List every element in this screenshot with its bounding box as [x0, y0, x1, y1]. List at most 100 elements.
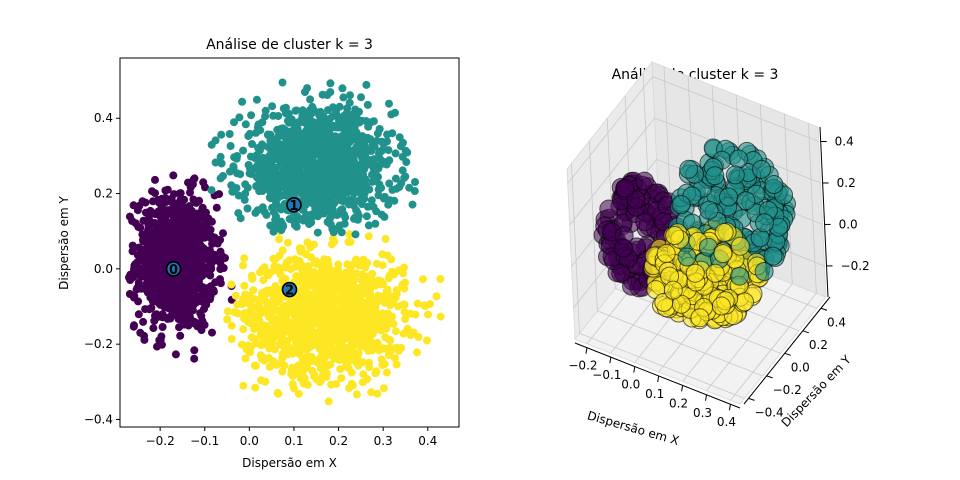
data-point-cluster-2	[312, 260, 321, 269]
data-point-cluster-1	[262, 210, 271, 219]
data-point-cluster-1	[311, 209, 320, 218]
data-point-cluster-1	[346, 91, 354, 100]
data-point-cluster-2	[354, 299, 363, 308]
data-point-cluster-2	[227, 335, 236, 343]
data-point-cluster-0	[162, 198, 170, 206]
data-point-cluster-0	[193, 278, 202, 287]
data-point-cluster-2	[367, 388, 376, 397]
data-point-cluster-1	[319, 154, 328, 163]
data-point-cluster-0	[155, 231, 164, 240]
data-point-cluster-2	[322, 315, 331, 324]
data-point-cluster-1	[247, 111, 256, 120]
data-point-cluster-0	[197, 242, 206, 251]
data-point-cluster-1	[228, 182, 237, 191]
data-point-cluster-2	[366, 297, 375, 306]
scatter-points-2d	[125, 78, 445, 406]
data-point-cluster-1	[277, 217, 285, 226]
y-tick-label-3d: 0.0	[791, 360, 810, 374]
data-point-cluster-2	[399, 329, 408, 338]
data-point-cluster-1	[260, 184, 269, 192]
data-point-cluster-1	[301, 142, 310, 151]
x-tick-label-3d: 0.3	[693, 406, 712, 420]
z-ticks-3d: −0.2 0.0 0.2 0.4	[820, 135, 870, 273]
data-point-cluster-1	[369, 117, 378, 126]
data-point-cluster-0	[151, 175, 159, 184]
data-point-cluster-1	[319, 131, 328, 140]
data-point-cluster-1	[244, 161, 253, 169]
data-point-cluster-2	[269, 254, 278, 263]
data-point-cluster-1	[251, 128, 260, 137]
z-tick-label-3d: 0.0	[839, 217, 858, 231]
data-point-cluster-2	[283, 238, 292, 247]
data-point-cluster-2	[245, 292, 254, 300]
data-point-cluster-2	[308, 367, 317, 375]
data-point-cluster-2	[313, 357, 322, 366]
data-point-cluster-0	[189, 300, 198, 309]
x-tick-label-3d: 0.2	[669, 396, 688, 410]
data-point-cluster-2	[350, 289, 359, 298]
data-point-3d-cluster-1	[671, 195, 691, 215]
data-point-cluster-2	[271, 328, 280, 337]
data-point-cluster-1	[306, 95, 315, 104]
data-point-cluster-1	[301, 88, 309, 96]
data-point-cluster-2	[392, 360, 401, 369]
data-point-cluster-1	[377, 210, 386, 219]
data-point-cluster-2	[299, 322, 308, 331]
data-point-cluster-2	[322, 326, 331, 335]
data-point-cluster-1	[344, 179, 353, 188]
data-point-3d-cluster-1	[752, 159, 771, 179]
data-point-cluster-2	[281, 274, 290, 283]
x-axis-label-left: Dispersão em X	[242, 456, 337, 470]
data-point-cluster-1	[379, 194, 388, 203]
data-point-cluster-2	[418, 275, 427, 284]
data-point-cluster-2	[397, 343, 406, 352]
data-point-cluster-1	[317, 185, 326, 194]
data-point-cluster-2	[376, 279, 385, 288]
data-point-cluster-2	[371, 369, 380, 378]
data-point-cluster-1	[239, 146, 248, 155]
data-point-cluster-0	[139, 236, 147, 244]
data-point-cluster-0	[148, 187, 156, 196]
y-ticks-left: −0.4 −0.2 0.0 0.2 0.4	[84, 111, 120, 426]
data-point-cluster-1	[374, 185, 383, 194]
data-point-3d-cluster-2	[705, 263, 725, 283]
data-point-cluster-2	[330, 346, 339, 355]
data-point-cluster-0	[165, 313, 174, 322]
data-point-cluster-2	[295, 244, 304, 253]
data-point-cluster-2	[285, 256, 294, 265]
y-tick-mark-3d	[748, 397, 755, 401]
data-point-cluster-0	[197, 292, 205, 301]
x-tick-label: 0.1	[284, 434, 303, 448]
data-point-cluster-0	[179, 318, 188, 327]
data-point-cluster-1	[351, 160, 360, 169]
data-point-cluster-2	[304, 275, 313, 284]
data-point-cluster-0	[190, 354, 199, 363]
data-point-cluster-2	[323, 289, 332, 298]
data-point-cluster-1	[378, 146, 387, 155]
data-point-cluster-0	[216, 235, 225, 244]
data-point-cluster-2	[295, 296, 304, 305]
data-point-cluster-1	[233, 152, 242, 160]
data-point-cluster-0	[190, 257, 199, 266]
data-point-cluster-1	[309, 183, 318, 192]
data-point-cluster-2	[241, 354, 250, 363]
data-point-cluster-2	[237, 340, 246, 349]
data-point-cluster-1	[324, 163, 332, 172]
data-point-cluster-2	[255, 295, 264, 304]
data-point-cluster-0	[182, 278, 191, 287]
data-point-cluster-0	[156, 300, 165, 309]
data-point-cluster-2	[347, 347, 356, 356]
data-point-cluster-1	[251, 208, 260, 217]
data-point-cluster-2	[246, 306, 255, 315]
data-point-cluster-2	[359, 370, 368, 379]
data-point-cluster-2	[259, 276, 268, 285]
data-point-cluster-1	[305, 165, 314, 174]
data-point-cluster-0	[201, 183, 209, 192]
data-point-cluster-1	[219, 172, 227, 180]
data-point-cluster-0	[209, 257, 217, 266]
data-point-cluster-2	[294, 361, 303, 370]
data-point-cluster-2	[292, 272, 301, 281]
data-point-cluster-2	[426, 300, 434, 309]
data-point-cluster-2	[327, 295, 336, 304]
data-point-cluster-2	[381, 235, 390, 243]
